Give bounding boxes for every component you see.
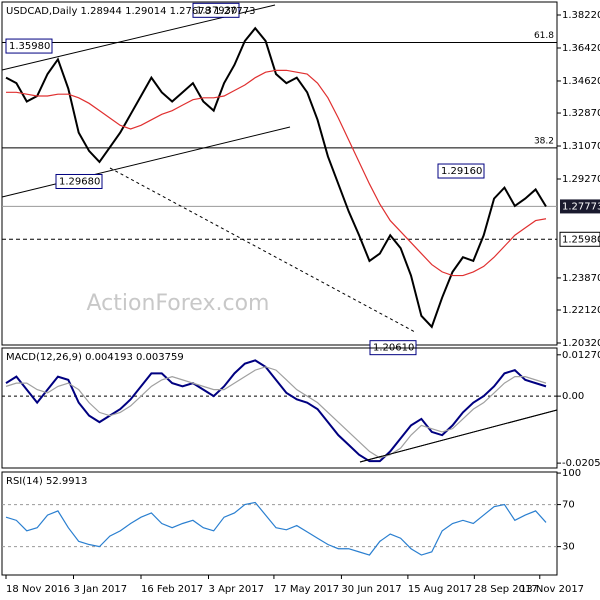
level-box	[192, 2, 240, 18]
y-tick-label: 1.38220	[562, 10, 600, 21]
y-tick-label: 70	[562, 500, 575, 511]
fib-label: 61.8	[534, 31, 554, 41]
x-tick-label: 13 Nov 2017	[520, 584, 584, 595]
trend-line	[109, 167, 416, 333]
y-tick-label: 1.23870	[562, 273, 600, 284]
y-tick-label: 100	[562, 468, 581, 479]
y-tick-label: 30	[562, 542, 575, 553]
level-box	[437, 163, 485, 179]
panel	[1, 1, 558, 346]
x-tick-label: 18 Nov 2016	[6, 584, 70, 595]
x-tick-label: 3 Jan 2017	[74, 584, 128, 595]
x-tick-label: 3 Apr 2017	[209, 584, 264, 595]
y-tick-label: -0.020599	[562, 458, 600, 469]
x-tick-label: 17 May 2017	[274, 584, 339, 595]
panel	[1, 347, 558, 469]
series-line	[5, 359, 547, 463]
watermark: ActionForex.com	[87, 291, 270, 316]
y-tick-label: 1.36420	[562, 43, 600, 54]
panel-title: USDCAD,Daily 1.28944 1.29014 1.27678 1.2…	[6, 6, 256, 17]
trend-line	[359, 409, 558, 463]
panel-title: MACD(12,26,9) 0.004193 0.003759	[6, 352, 184, 363]
x-tick-label: 30 Jun 2017	[341, 584, 401, 595]
level-label: 1.29680	[59, 176, 100, 187]
last-label: 1.27773	[562, 201, 600, 212]
level-box	[5, 38, 53, 54]
level-box	[55, 173, 103, 189]
series-line	[5, 366, 547, 459]
level-label: 1.37930	[196, 5, 237, 16]
x-tick-label: 28 Sep 2017	[474, 584, 537, 595]
series-line	[5, 26, 547, 329]
y-tick-label: 1.22120	[562, 305, 600, 316]
support-label: 1.25980	[562, 234, 600, 245]
y-tick-label: 1.20320	[562, 338, 600, 349]
y-tick-label: 0.00	[562, 391, 584, 402]
y-tick-label: 1.29270	[562, 174, 600, 185]
last-box	[560, 199, 600, 214]
panel-title: RSI(14) 52.9913	[6, 476, 87, 487]
y-tick-label: 0.012707	[562, 350, 600, 361]
series-line	[5, 501, 547, 556]
series-line	[6, 69, 547, 277]
fib-label: 38.2	[534, 136, 554, 146]
y-tick-label: 1.32870	[562, 108, 600, 119]
panel	[1, 471, 558, 576]
y-tick-label: 1.34620	[562, 76, 600, 87]
x-tick-label: 15 Aug 2017	[408, 584, 472, 595]
x-tick-label: 16 Feb 2017	[141, 584, 203, 595]
channel-line	[1, 126, 291, 198]
support-box	[559, 231, 600, 247]
y-tick-label: 1.31070	[562, 141, 600, 152]
level-label: 1.29160	[441, 166, 482, 177]
level-label: 1.35980	[9, 41, 50, 52]
